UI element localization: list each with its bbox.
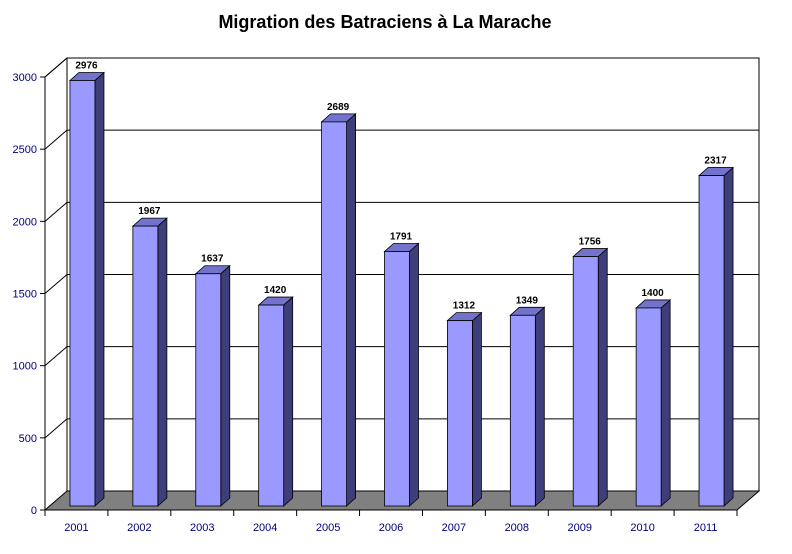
- bar-side: [220, 264, 231, 507]
- gridline-side: [44, 418, 68, 439]
- gridline-side: [44, 201, 68, 222]
- bar: [257, 296, 294, 507]
- x-tick-label: 2005: [316, 522, 340, 534]
- bar-side: [94, 71, 105, 507]
- x-tick-label: 2003: [190, 522, 214, 534]
- bar-front: [572, 256, 599, 507]
- gridline-side: [44, 274, 68, 294]
- bar-front: [384, 251, 410, 507]
- bar: [131, 217, 168, 507]
- bar-side: [409, 242, 419, 507]
- bar-front: [258, 304, 285, 507]
- y-tick-label: 3000: [13, 72, 37, 84]
- bars: [68, 71, 735, 507]
- bar: [446, 311, 483, 507]
- x-tick-label: 2009: [567, 522, 591, 534]
- bar-value-label: 1420: [264, 285, 287, 296]
- bar: [509, 306, 546, 507]
- bar-value-label: 1312: [453, 301, 476, 312]
- x-tick-label: 2004: [253, 522, 277, 534]
- bar-front: [635, 307, 662, 507]
- bar-front: [447, 320, 473, 507]
- bar-value-label: 1400: [642, 288, 665, 299]
- bar-side: [723, 166, 734, 507]
- x-axis: 2001 2002 2003 2004 2005 2006 2007 2008 2009 2010…: [44, 509, 738, 534]
- bar-side: [157, 217, 168, 507]
- x-tick-label: 2002: [127, 522, 151, 534]
- bar-value-label: 1637: [201, 254, 224, 265]
- bar-front: [698, 175, 725, 507]
- bar: [572, 247, 609, 507]
- bar: [320, 112, 357, 507]
- bar-side: [346, 112, 356, 507]
- bar-value-label: 1791: [390, 231, 413, 242]
- bar-side: [597, 247, 608, 507]
- bar-front: [321, 121, 347, 507]
- bar: [697, 166, 735, 507]
- gridline-side: [44, 346, 68, 367]
- bar-value-label: 1967: [138, 206, 161, 217]
- bar: [383, 242, 420, 507]
- bar-value-label: 2317: [704, 156, 727, 167]
- x-tick-label: 2008: [505, 522, 529, 534]
- y-tick-label: 2500: [13, 144, 37, 156]
- bar-front: [509, 314, 536, 507]
- bar-value-label: 2976: [75, 60, 98, 71]
- bar-front: [69, 80, 96, 507]
- x-tick-label: 2011: [694, 522, 718, 534]
- bar-front: [132, 225, 159, 507]
- y-tick-label: 2000: [13, 216, 37, 228]
- chart-title: Migration des Batraciens à La Marache: [218, 12, 552, 32]
- bar-value-label: 2689: [327, 102, 350, 113]
- y-tick-label: 0: [31, 505, 37, 517]
- data-labels: 2976 1967 1637 1420 2689 1791 1312 1349 1756 1400…: [75, 60, 727, 311]
- bar-side: [660, 299, 671, 507]
- x-tick-label: 2010: [630, 522, 654, 534]
- y-tick-label: 1000: [13, 361, 37, 373]
- x-tick-label: 2006: [379, 522, 403, 534]
- bar: [194, 264, 231, 507]
- bar-front: [195, 273, 222, 507]
- bar-side: [283, 296, 294, 507]
- bar: [68, 71, 106, 507]
- bar-side: [472, 311, 482, 507]
- bar: [635, 299, 672, 507]
- x-tick-label: 2001: [64, 522, 88, 534]
- gridline-side: [44, 129, 68, 150]
- y-tick-label: 500: [19, 433, 37, 445]
- y-axis: 0 500 1000 1500 2000 2500 3000: [13, 72, 45, 517]
- gridline-side: [44, 57, 68, 78]
- bar-side: [534, 306, 545, 507]
- x-tick-label: 2007: [442, 522, 466, 534]
- y-tick-label: 1500: [13, 289, 37, 301]
- bar-value-label: 1756: [579, 237, 602, 248]
- bar-value-label: 1349: [516, 295, 539, 306]
